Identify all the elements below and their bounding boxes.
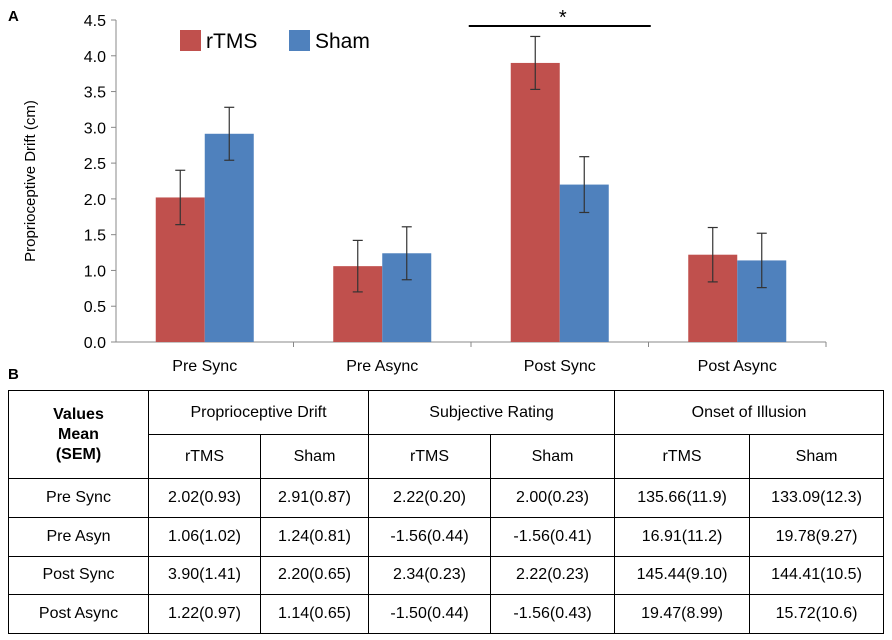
y-tick-label: 3.5: [84, 85, 106, 102]
table-cell: 1.06(1.02): [148, 516, 261, 557]
subheader-sham: Sham: [749, 434, 885, 479]
table-cell: -1.50(0.44): [368, 594, 492, 634]
table-cell: -1.56(0.43): [490, 594, 616, 634]
row-label: Pre Sync: [8, 478, 149, 518]
significance-star: *: [559, 7, 567, 29]
subheader-rtms: rTMS: [368, 434, 492, 479]
legend-swatch-sham: [289, 30, 310, 51]
table-corner-header: Values Mean (SEM): [8, 390, 149, 479]
x-tick-label: Post Sync: [524, 358, 596, 375]
y-tick-label: 0.5: [84, 299, 106, 316]
panel-b-label: B: [8, 366, 19, 383]
subheader-rtms: rTMS: [148, 434, 261, 479]
table-cell: -1.56(0.41): [490, 516, 616, 557]
table-cell: 2.22(0.20): [368, 478, 492, 518]
table-cell: 2.22(0.23): [490, 555, 616, 596]
group-header-subjective-rating: Subjective Rating: [368, 390, 616, 435]
y-tick-label: 3.0: [84, 120, 106, 137]
legend-label-sham: Sham: [315, 30, 370, 53]
y-tick-label: 4.0: [84, 49, 106, 66]
table-cell: 2.02(0.93): [148, 478, 261, 518]
x-tick-label: Pre Sync: [172, 358, 237, 375]
corner-line-sem: (SEM): [55, 445, 102, 463]
results-table: Values Mean (SEM) Proprioceptive Drift S…: [8, 390, 885, 634]
table-cell: -1.56(0.44): [368, 516, 492, 557]
bar-sham-pre-sync: [204, 133, 254, 342]
table-row: Post Async 1.22(0.97) 1.14(0.65) -1.50(0…: [8, 594, 885, 634]
subheader-rtms: rTMS: [614, 434, 751, 479]
panel-a-label: A: [8, 8, 19, 25]
row-label: Post Async: [8, 594, 149, 634]
table-cell: 1.22(0.97): [148, 594, 261, 634]
table-cell: 2.34(0.23): [368, 555, 492, 596]
y-axis-title: Proprioceptive Drift (cm): [22, 100, 39, 262]
legend-label-rtms: rTMS: [206, 30, 257, 53]
table-cell: 2.91(0.87): [259, 478, 370, 518]
table-cell: 16.91(11.2): [614, 516, 751, 557]
table-cell: 1.14(0.65): [259, 594, 370, 634]
table-cell: 133.09(12.3): [749, 478, 885, 518]
table-cell: 2.20(0.65): [259, 555, 370, 596]
legend-swatch-rtms: [180, 30, 201, 51]
corner-line-values: Values: [53, 405, 104, 423]
subheader-sham: Sham: [490, 434, 616, 479]
table-cell: 135.66(11.9): [614, 478, 751, 518]
x-tick-label: Pre Async: [346, 358, 418, 375]
row-label: Post Sync: [8, 555, 149, 596]
table-cell: 145.44(9.10): [614, 555, 751, 596]
y-tick-label: 1.5: [84, 228, 106, 245]
table-cell: 15.72(10.6): [749, 594, 885, 634]
y-tick-label: 2.0: [84, 192, 106, 209]
table-cell: 19.47(8.99): [614, 594, 751, 634]
corner-line-mean: Mean: [58, 425, 99, 443]
table-row: Pre Asyn 1.06(1.02) 1.24(0.81) -1.56(0.4…: [8, 516, 885, 557]
table-row: Post Sync 3.90(1.41) 2.20(0.65) 2.34(0.2…: [8, 555, 885, 596]
table-row: Pre Sync 2.02(0.93) 2.91(0.87) 2.22(0.20…: [8, 478, 885, 518]
y-tick-label: 2.5: [84, 156, 106, 173]
bar-chart: 0.0 0.5 1.0 1.5 2.0 2.5 3.0 3.5 4.0 4.5 Propriocep…: [22, 7, 827, 375]
row-label: Pre Asyn: [8, 516, 149, 557]
bar-rtms-post-sync: [510, 62, 560, 342]
group-header-proprioceptive-drift: Proprioceptive Drift: [147, 390, 370, 435]
y-tick-label: 1.0: [84, 263, 106, 280]
y-tick-label: 0.0: [84, 335, 106, 352]
table-cell: 1.24(0.81): [259, 516, 370, 557]
table-cell: 3.90(1.41): [148, 555, 261, 596]
x-tick-label: Post Async: [698, 358, 777, 375]
table-cell: 144.41(10.5): [749, 555, 885, 596]
group-header-onset-of-illusion: Onset of Illusion: [614, 390, 885, 435]
table-cell: 19.78(9.27): [749, 516, 885, 557]
table-cell: 2.00(0.23): [490, 478, 616, 518]
y-tick-label: 4.5: [84, 13, 106, 30]
subheader-sham: Sham: [259, 434, 370, 479]
